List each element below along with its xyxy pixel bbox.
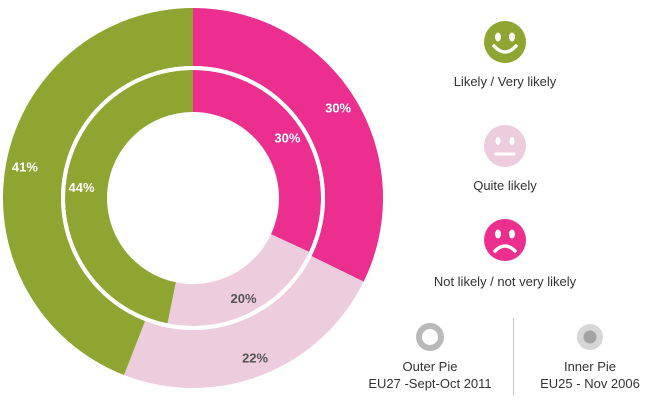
legend-label-quite-likely: Quite likely (473, 178, 537, 193)
outer-slice-quite-likely (124, 256, 364, 388)
legend-item-quite-likely: Quite likely (420, 124, 590, 193)
inner-slice-likely (65, 70, 193, 324)
outer-pie-subtitle: EU27 -Sept-Oct 2011 (368, 376, 492, 391)
outer-slice-likely (3, 8, 194, 376)
sad-face-icon (484, 219, 526, 261)
inner-slice-not-likely (193, 70, 321, 252)
outer-pie-title: Outer Pie (402, 359, 458, 374)
outer-label-quite-likely: 22% (242, 350, 268, 365)
inner-pie-title: Inner Pie (563, 359, 617, 374)
inner-pie-key: Inner Pie EU25 - Nov 2006 (526, 322, 654, 392)
legend-item-likely: Likely / Very likely (420, 20, 590, 89)
inner-slice-quite-likely (167, 234, 310, 326)
nested-donut-chart: 30% 22% 41% 30% 20% 44% (3, 8, 383, 388)
outer-ring-icon (416, 323, 444, 351)
legend-item-not-likely: Not likely / not very likely (405, 218, 605, 289)
outer-label-likely: 41% (12, 159, 38, 174)
outer-slice-not-likely (193, 8, 383, 282)
inner-ring-icon (577, 324, 603, 350)
outer-label-not-likely: 30% (325, 101, 351, 116)
smile-face-icon (484, 21, 526, 63)
neutral-face-icon (484, 125, 526, 167)
legend-label-not-likely: Not likely / not very likely (433, 274, 577, 289)
inner-label-not-likely: 30% (274, 131, 300, 146)
inner-label-quite-likely: 20% (230, 291, 256, 306)
outer-pie-key: Outer Pie EU27 -Sept-Oct 2011 (365, 322, 495, 392)
inner-label-likely: 44% (69, 180, 95, 195)
legend-label-likely: Likely / Very likely (453, 74, 557, 89)
legend-divider (513, 318, 514, 396)
ring-separator (61, 66, 325, 330)
inner-pie-subtitle: EU25 - Nov 2006 (540, 376, 640, 391)
